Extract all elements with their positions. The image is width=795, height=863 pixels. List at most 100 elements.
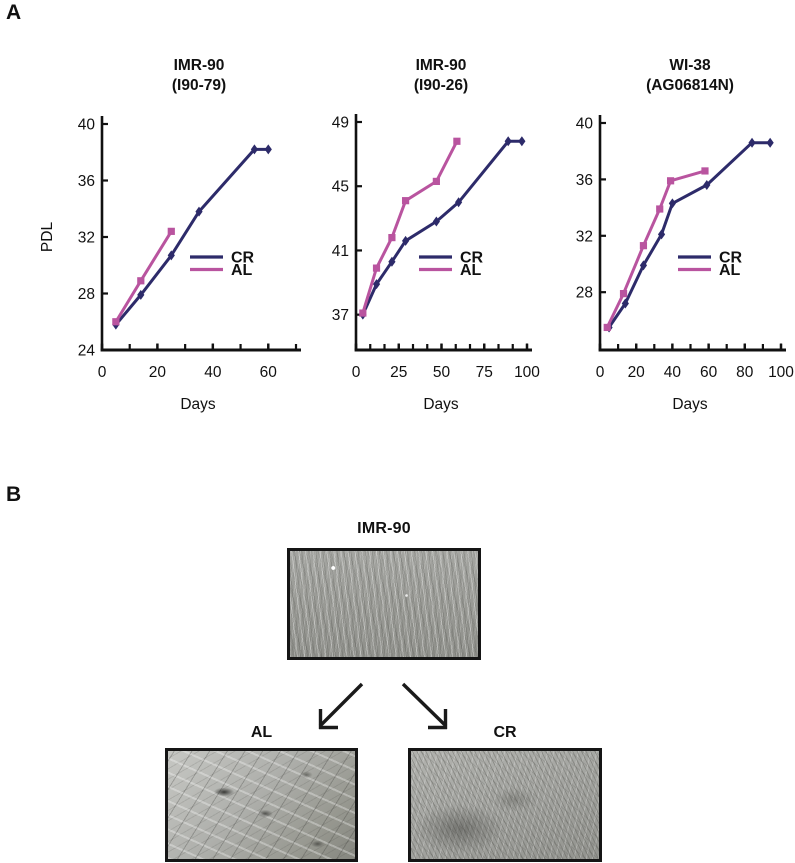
legend-label-al: AL bbox=[231, 262, 253, 279]
marker-diamond-cr bbox=[137, 289, 145, 300]
legend-label-al: AL bbox=[719, 262, 741, 279]
marker-diamond-cr bbox=[455, 197, 463, 208]
series-line-cr bbox=[114, 147, 270, 327]
marker-diamond-cr bbox=[401, 235, 410, 246]
panel-a-label: A bbox=[6, 1, 22, 24]
branch-arrows bbox=[318, 682, 448, 730]
x-tick-label: 40 bbox=[664, 364, 682, 381]
micrograph-al bbox=[165, 748, 358, 862]
marker-square-al bbox=[359, 309, 367, 317]
x-tick-label: 0 bbox=[596, 364, 605, 381]
x-tick-label: 20 bbox=[628, 364, 646, 381]
y-tick-label: 37 bbox=[332, 307, 349, 324]
y-tick-label: 32 bbox=[78, 230, 95, 247]
chart-2: WI-38 (AG06814N) 28 32 36 40 0 20 40 60 80 100 Days C… bbox=[576, 57, 795, 413]
chart-title: (AG06814N) bbox=[646, 77, 734, 94]
y-tick-label: 40 bbox=[78, 117, 96, 134]
x-axis-label: Days bbox=[180, 396, 216, 413]
chart-title: (I90-79) bbox=[172, 77, 226, 94]
marker-square-al bbox=[401, 197, 410, 205]
x-tick-label: 80 bbox=[736, 364, 754, 381]
x-tick-label: 40 bbox=[204, 364, 222, 381]
panel-b-label: B bbox=[6, 483, 22, 506]
marker-diamond-cr bbox=[388, 256, 396, 267]
marker-square-al bbox=[453, 137, 461, 145]
legend-label-cr: CR bbox=[231, 250, 255, 267]
x-axis-label: Days bbox=[672, 396, 708, 413]
marker-square-al bbox=[619, 290, 628, 298]
micrograph-cr bbox=[408, 748, 602, 862]
y-axis-label: PDL bbox=[39, 222, 56, 253]
chart-title: WI-38 bbox=[669, 57, 711, 74]
y-tick-label: 28 bbox=[576, 285, 593, 302]
marker-diamond-cr bbox=[657, 229, 666, 240]
y-tick-label: 49 bbox=[332, 115, 349, 132]
al-branch-label: AL bbox=[250, 724, 273, 741]
series-line-cr bbox=[361, 139, 524, 317]
marker-square-al bbox=[167, 227, 175, 235]
y-tick-label: 36 bbox=[576, 172, 593, 189]
x-tick-label: 20 bbox=[149, 364, 167, 381]
marker-diamond-cr bbox=[504, 136, 512, 147]
x-tick-label: 100 bbox=[514, 364, 540, 381]
chart-0: IMR-90 (I90-79) 24 28 32 36 40 0 20 40 60 Days PDL CR… bbox=[39, 57, 301, 413]
marker-diamond-cr bbox=[639, 260, 648, 271]
marker-diamond-cr bbox=[518, 136, 526, 147]
marker-square-al bbox=[656, 205, 664, 213]
marker-square-al bbox=[432, 177, 440, 186]
marker-square-al bbox=[701, 167, 709, 175]
right-arrow bbox=[401, 682, 448, 730]
marker-square-al bbox=[372, 264, 381, 272]
chart-title: (I90-26) bbox=[414, 77, 468, 94]
marker-square-al bbox=[603, 323, 611, 332]
x-axis-label: Days bbox=[423, 396, 459, 413]
legend-label-al: AL bbox=[460, 262, 482, 279]
marker-diamond-cr bbox=[250, 144, 259, 155]
marker-square-al bbox=[639, 242, 648, 250]
x-tick-label: 0 bbox=[98, 364, 107, 381]
y-tick-label: 45 bbox=[332, 179, 349, 196]
parent-cell-line-title: IMR-90 bbox=[357, 520, 411, 537]
x-tick-label: 100 bbox=[768, 364, 794, 381]
marker-diamond-cr bbox=[264, 144, 272, 155]
chart-title: IMR-90 bbox=[174, 57, 225, 74]
marker-diamond-cr bbox=[748, 137, 756, 148]
y-tick-label: 28 bbox=[78, 286, 95, 303]
marker-diamond-cr bbox=[621, 298, 629, 309]
x-tick-label: 75 bbox=[476, 364, 493, 381]
y-tick-label: 32 bbox=[576, 228, 593, 245]
marker-square-al bbox=[388, 234, 396, 242]
micrograph-imr90-parent bbox=[287, 548, 481, 660]
x-tick-label: 25 bbox=[390, 364, 407, 381]
legend-label-cr: CR bbox=[460, 250, 484, 267]
x-tick-label: 60 bbox=[700, 364, 718, 381]
marker-diamond-cr bbox=[432, 216, 440, 227]
marker-square-al bbox=[666, 177, 675, 185]
left-arrow bbox=[318, 682, 364, 730]
marker-square-al bbox=[112, 318, 120, 326]
cr-branch-label: CR bbox=[493, 724, 517, 741]
series-line-al bbox=[605, 169, 707, 329]
x-tick-label: 0 bbox=[352, 364, 361, 381]
marker-diamond-cr bbox=[167, 250, 175, 261]
chart-title: IMR-90 bbox=[416, 57, 467, 74]
series-line-cr bbox=[607, 141, 772, 329]
marker-diamond-cr bbox=[766, 137, 774, 148]
marker-diamond-cr bbox=[372, 279, 381, 290]
y-tick-label: 24 bbox=[78, 343, 96, 360]
marker-diamond-cr bbox=[195, 206, 203, 217]
x-tick-label: 50 bbox=[433, 364, 451, 381]
series-line-al bbox=[114, 229, 173, 324]
x-tick-label: 60 bbox=[260, 364, 278, 381]
y-tick-label: 41 bbox=[332, 243, 349, 260]
y-tick-label: 36 bbox=[78, 173, 95, 190]
series-line-al bbox=[361, 139, 459, 315]
marker-diamond-cr bbox=[668, 198, 676, 209]
y-tick-label: 40 bbox=[576, 116, 594, 133]
legend-label-cr: CR bbox=[719, 250, 743, 267]
growth-curve-charts: IMR-90 (I90-79) 24 28 32 36 40 0 20 40 60 Days PDL CR… bbox=[39, 57, 795, 413]
marker-square-al bbox=[137, 277, 145, 285]
marker-diamond-cr bbox=[703, 180, 711, 191]
